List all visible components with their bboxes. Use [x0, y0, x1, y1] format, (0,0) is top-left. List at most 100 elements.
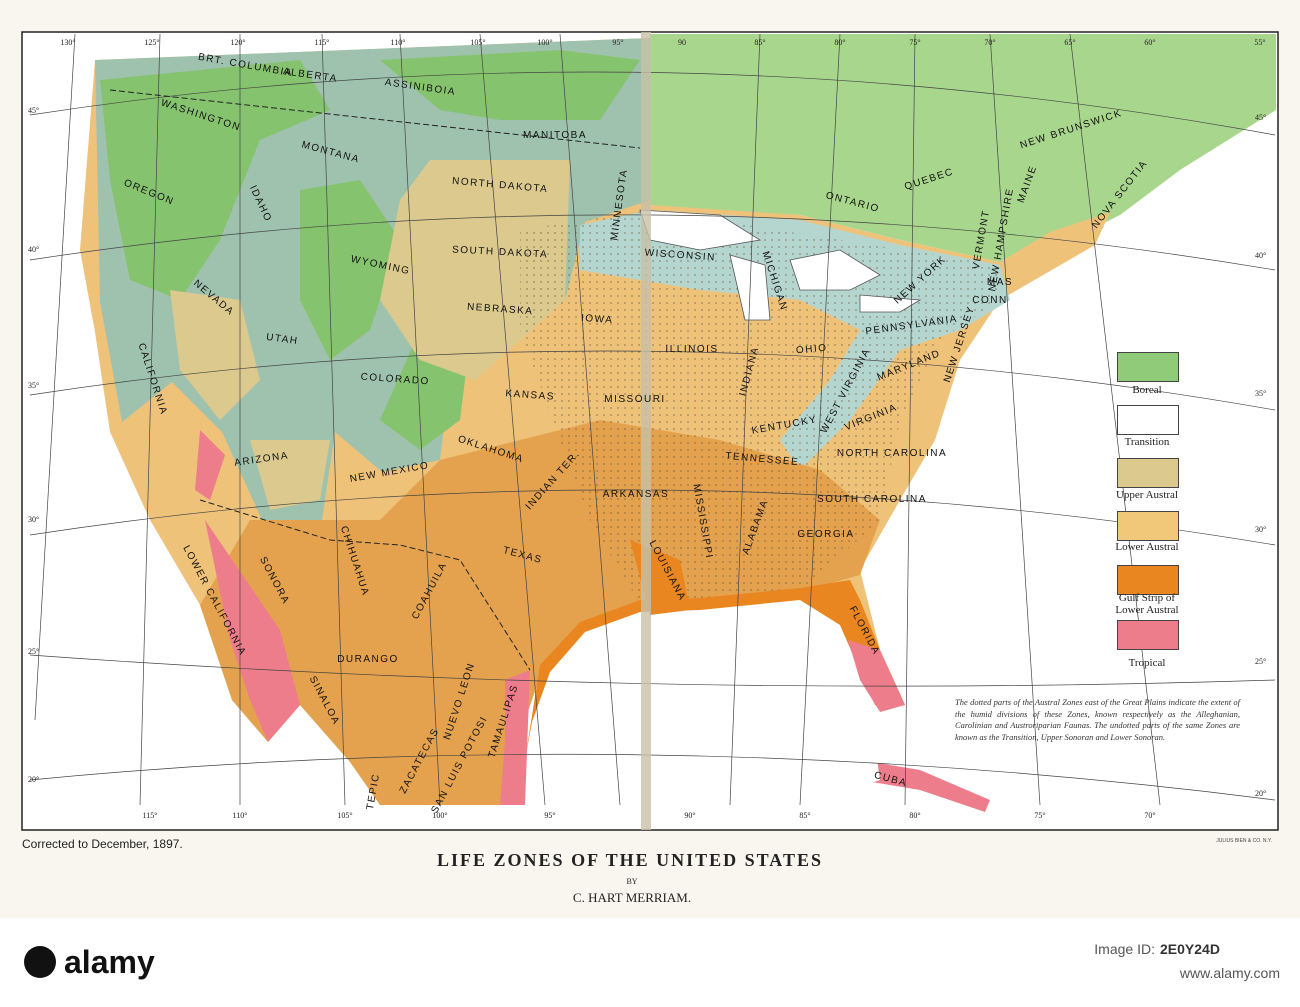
meridian	[559, 33, 621, 806]
legend-swatch	[1117, 458, 1179, 488]
parallel	[29, 753, 1276, 801]
coordinate-label: 125°	[144, 38, 159, 47]
coordinate-label: 100°	[432, 811, 447, 820]
watermark-id: 2E0Y24D	[1160, 941, 1220, 957]
parallel	[29, 214, 1276, 271]
region-label: KANSAS	[505, 388, 555, 402]
region-label: ILLINOIS	[665, 344, 718, 355]
region-label: MISSOURI	[604, 394, 665, 405]
coordinate-label: 30°	[28, 515, 39, 524]
legend-label: Boreal	[1132, 384, 1162, 396]
coordinate-label: 85°	[754, 38, 765, 47]
region-label: NEBRASKA	[467, 302, 534, 318]
legend-label: Transition	[1124, 436, 1170, 448]
watermark-bar: alamy Image ID: 2E0Y24D www.alamy.com	[0, 918, 1300, 1007]
watermark-url: www.alamy.com	[1179, 965, 1280, 981]
meridian	[729, 33, 761, 806]
watermark-logo	[24, 946, 56, 978]
coordinate-label: 35°	[1255, 389, 1266, 398]
coordinate-label: 70°	[984, 38, 995, 47]
legend-swatch	[1117, 405, 1179, 435]
gulf-of-mexico	[540, 605, 880, 820]
coordinate-label: 110°	[391, 38, 406, 47]
coordinate-label: 110°	[233, 811, 248, 820]
coordinate-label: 65°	[1064, 38, 1075, 47]
tropical-florida	[848, 640, 905, 712]
parallel	[29, 71, 1276, 136]
coordinate-label: 115°	[315, 38, 330, 47]
region-label: COLORADO	[360, 372, 430, 388]
region-label: MANITOBA	[523, 130, 587, 141]
coordinate-label: 100°	[537, 38, 552, 47]
coordinate-label: 25°	[28, 647, 39, 656]
legend-swatch	[1117, 565, 1179, 595]
meridian	[399, 33, 441, 806]
region-label: DURANGO	[337, 654, 399, 665]
coordinate-label: 75°	[909, 38, 920, 47]
coordinate-label: 95°	[612, 38, 623, 47]
coordinate-label: 85°	[799, 811, 810, 820]
upper-austral	[170, 160, 570, 510]
region-label: WISCONSIN	[644, 248, 716, 264]
boundaries	[109, 89, 641, 671]
coordinate-label: 130°	[60, 38, 75, 47]
coordinate-label: 20°	[1255, 789, 1266, 798]
coordinate-label: 55°	[1254, 38, 1265, 47]
map-note: The dotted parts of the Austral Zones ea…	[955, 697, 1240, 742]
coordinate-label: 20°	[28, 775, 39, 784]
region-label: UTAH	[265, 332, 299, 347]
meridian	[799, 33, 841, 806]
map: BRT. COLUMBIAALBERTAASSINIBOIAMANITOBAWA…	[21, 31, 1279, 831]
coordinate-label: 45°	[1255, 113, 1266, 122]
border-canada	[109, 89, 641, 149]
canada-boreal	[650, 34, 1276, 262]
coordinate-label: 90°	[684, 811, 695, 820]
parallel	[29, 350, 1276, 411]
coordinate-label: 115°	[143, 811, 158, 820]
watermark-id-label: Image ID:	[1094, 941, 1155, 957]
watermark-brand: alamy	[64, 944, 155, 980]
coordinate-label: 60°	[1144, 38, 1155, 47]
coordinate-label: 105°	[470, 38, 485, 47]
border-mexico	[199, 499, 531, 671]
coordinate-label: 40°	[1255, 251, 1266, 260]
coordinate-label: 30°	[1255, 525, 1266, 534]
meridian	[904, 33, 916, 806]
region-label: MAS	[987, 277, 1013, 288]
legend-label: Lower Austral	[1115, 541, 1179, 553]
watermark: alamy Image ID: 2E0Y24D www.alamy.com	[24, 941, 1280, 981]
coordinate-label: 40°	[28, 245, 39, 254]
meridian	[479, 33, 546, 806]
coordinate-label: 95°	[544, 811, 555, 820]
region-label: OHIO	[796, 343, 828, 357]
legend-label: Gulf Strip of Lower Austral	[1115, 592, 1179, 616]
west-boreal	[100, 50, 640, 450]
coordinate-label: 105°	[337, 811, 352, 820]
coordinate-label: 25°	[1255, 657, 1266, 666]
legend-label: Upper Austral	[1115, 489, 1178, 501]
coordinate-label: 35°	[28, 381, 39, 390]
graticule	[29, 33, 1276, 806]
coordinate-label: 80°	[834, 38, 845, 47]
parallel	[29, 654, 1276, 687]
region-label: ARKANSAS	[603, 489, 669, 500]
region-label: SOUTH DAKOTA	[452, 244, 549, 260]
coordinate-label: 90	[678, 38, 686, 47]
meridian	[34, 33, 76, 721]
legend-swatch	[1117, 511, 1179, 541]
coordinate-label: 75°	[1034, 811, 1045, 820]
coordinate-label: 120°	[230, 38, 245, 47]
meridian	[989, 33, 1041, 806]
region-label: GEORGIA	[797, 529, 854, 540]
center-fold	[641, 32, 651, 830]
region-label: NORTH CAROLINA	[837, 448, 947, 459]
meridian	[1069, 33, 1161, 806]
coordinate-label: 70°	[1144, 811, 1155, 820]
legend-swatch	[1117, 620, 1179, 650]
legend-label: Tropical	[1128, 657, 1166, 669]
legend-swatch	[1117, 352, 1179, 382]
meridian	[139, 33, 161, 806]
great-lakes	[639, 209, 922, 321]
region-label: IOWA	[581, 313, 614, 326]
